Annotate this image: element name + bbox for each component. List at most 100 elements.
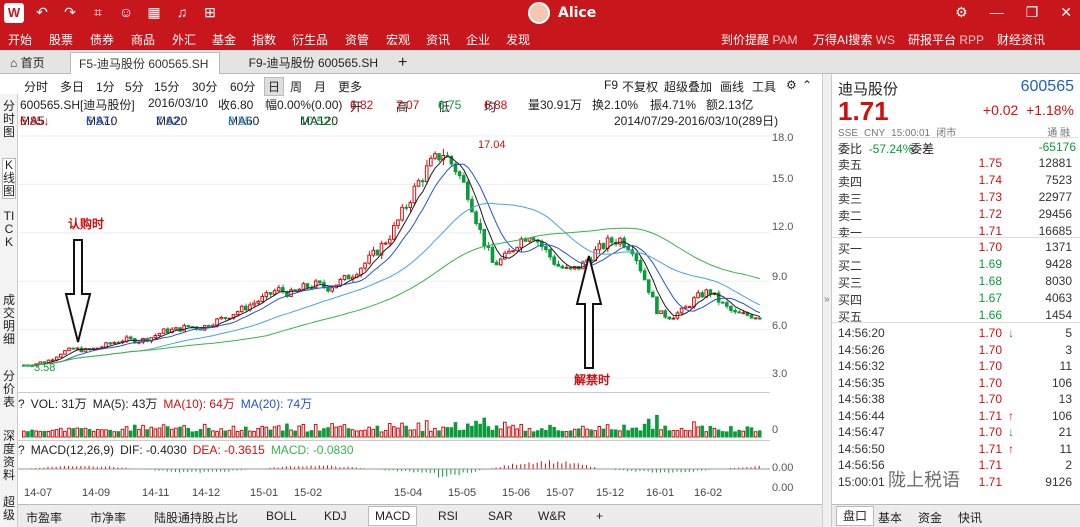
ask-row[interactable]: 卖三 1.73 22977: [838, 190, 1072, 206]
chevron-up-icon[interactable]: ⌃: [802, 78, 813, 92]
chat-icon[interactable]: ☺: [118, 4, 134, 20]
indicator-tab[interactable]: 市净率: [90, 511, 127, 525]
period-option[interactable]: 月: [314, 80, 327, 94]
crop-icon[interactable]: ⌗: [94, 4, 102, 20]
draw-button[interactable]: 画线: [720, 80, 745, 94]
period-more[interactable]: 更多: [338, 80, 363, 94]
period-option[interactable]: 1分: [96, 80, 115, 94]
avatar[interactable]: [528, 2, 550, 24]
ask-row[interactable]: 卖二 1.72 29456: [838, 207, 1072, 223]
user-profile[interactable]: Alice: [528, 0, 596, 26]
menu-item[interactable]: 资管: [345, 33, 370, 47]
menu-item[interactable]: 企业: [466, 33, 491, 47]
settings-icon[interactable]: ⚙: [786, 78, 797, 92]
quote-tab-selected[interactable]: 盘口: [836, 506, 875, 526]
tick-row[interactable]: 14:56:44 1.71 ↑ 106: [838, 408, 1072, 423]
tab-f9-profile[interactable]: F9-迪马股份 600565.SH: [248, 56, 378, 70]
period-option[interactable]: 周: [290, 80, 303, 94]
settings-icon[interactable]: ⚙: [955, 4, 968, 20]
indicator-tab[interactable]: KDJ: [324, 509, 347, 523]
menu-item[interactable]: 衍生品: [292, 33, 329, 47]
indicator-tab[interactable]: SAR: [488, 509, 513, 523]
menu-item-research[interactable]: 研报平台 RPP: [908, 33, 985, 47]
menu-item[interactable]: 发现: [506, 33, 531, 47]
tick-row[interactable]: 14:56:32 1.70 11: [838, 359, 1072, 373]
nav-deep-data[interactable]: 深度资料: [2, 429, 15, 482]
tick-row[interactable]: 15:00:01 1.71 9126: [838, 474, 1072, 489]
bid-row[interactable]: 买三 1.68 8030: [838, 274, 1072, 290]
ask-row[interactable]: 卖一 1.71 16685: [838, 224, 1072, 240]
menu-item[interactable]: 资讯: [426, 33, 451, 47]
restore-icon[interactable]: ❐: [1025, 4, 1039, 20]
tick-row[interactable]: 14:56:56 1.71 2: [838, 458, 1072, 472]
forward-icon[interactable]: ↷: [64, 4, 76, 20]
menu-item[interactable]: 指数: [252, 33, 277, 47]
indicator-tab[interactable]: BOLL: [266, 509, 297, 523]
overlay-button[interactable]: 超级叠加: [664, 80, 713, 94]
menu-item[interactable]: 基金: [212, 33, 237, 47]
nav-super[interactable]: 超级: [2, 495, 15, 522]
tick-row[interactable]: 14:56:47 1.70 ↓ 21: [838, 425, 1072, 439]
nav-intraday[interactable]: 分时图: [2, 99, 15, 139]
back-icon[interactable]: ↶: [36, 4, 48, 20]
menu-item[interactable]: 商品: [131, 33, 156, 47]
nav-kline[interactable]: K线图: [2, 158, 16, 199]
period-option[interactable]: 30分: [192, 80, 218, 94]
nav-price-table[interactable]: 分价表: [2, 369, 15, 409]
menu-item[interactable]: 债券: [90, 33, 115, 47]
tick-row[interactable]: 14:56:35 1.70 106: [838, 375, 1072, 390]
macd-bar: [199, 469, 201, 473]
tick-row[interactable]: 14:56:50 1.71 ↑ 11: [838, 441, 1072, 456]
add-tab-button[interactable]: +: [398, 54, 408, 71]
tools-button[interactable]: 工具: [752, 80, 777, 94]
ask-row[interactable]: 卖五 1.75 12881: [838, 156, 1072, 172]
indicator-tab[interactable]: 陆股通持股占比: [154, 511, 239, 525]
period-option[interactable]: 5分: [125, 80, 144, 94]
help-icon[interactable]: ?: [18, 397, 25, 411]
indicator-tab[interactable]: RSI: [438, 509, 459, 523]
nav-tick[interactable]: TICK: [3, 209, 15, 249]
ask-row[interactable]: 卖四 1.74 7523: [838, 173, 1072, 189]
collapse-icon[interactable]: »: [824, 294, 830, 305]
period-option[interactable]: 分时: [24, 80, 49, 94]
period-option-selected[interactable]: 日: [264, 77, 285, 96]
tick-row[interactable]: 14:56:20 1.70 ↓ 5: [838, 326, 1072, 340]
period-option[interactable]: 60分: [230, 80, 256, 94]
bid-row[interactable]: 买五 1.66 1454: [838, 308, 1072, 324]
close-icon[interactable]: ✕: [1060, 4, 1072, 20]
tick-row[interactable]: 14:56:26 1.70 3: [838, 342, 1072, 357]
help-icon[interactable]: ?: [18, 443, 25, 457]
quote-tab[interactable]: 资金: [918, 511, 943, 525]
period-option[interactable]: 多日: [60, 80, 85, 94]
bell-icon[interactable]: ♫: [176, 4, 188, 20]
f9-button[interactable]: F9: [604, 78, 619, 92]
indicator-tab[interactable]: 市盈率: [26, 511, 63, 525]
menu-item[interactable]: 宏观: [386, 33, 411, 47]
kline-chart[interactable]: 17.04 3.58 认购时 解禁时: [18, 128, 770, 390]
menu-item-news[interactable]: 财经资讯: [997, 33, 1046, 47]
menu-item[interactable]: 外汇: [172, 33, 197, 47]
panel-splitter[interactable]: »: [822, 74, 832, 527]
bid-row[interactable]: 买四 1.67 4063: [838, 291, 1072, 307]
quote-tab[interactable]: 基本: [878, 511, 903, 525]
nav-trades[interactable]: 成交明细: [2, 293, 15, 346]
adjust-button[interactable]: 不复权: [622, 80, 659, 94]
indicator-tab[interactable]: W&R: [538, 509, 566, 523]
minimize-icon[interactable]: —: [989, 4, 1004, 20]
tab-f5-chart[interactable]: F5-迪马股份 600565.SH: [70, 52, 220, 74]
apps-icon[interactable]: ⊞: [204, 4, 216, 20]
menu-item[interactable]: 股票: [49, 33, 74, 47]
tick-row[interactable]: 14:56:38 1.70 13: [838, 392, 1072, 406]
add-indicator-button[interactable]: +: [596, 509, 604, 523]
bid-row[interactable]: 买一 1.70 1371: [838, 240, 1072, 256]
indicator-tab-selected[interactable]: MACD: [368, 506, 418, 526]
quote-tab[interactable]: 快讯: [958, 511, 983, 525]
grid-icon[interactable]: ▦: [147, 4, 161, 20]
menu-item-price-alert[interactable]: 到价提醒 PAM: [721, 33, 798, 47]
tab-home[interactable]: ⌂ 首页: [10, 56, 45, 70]
menu-item-ai-search[interactable]: 万得AI搜索 WS: [813, 33, 896, 47]
menu-item[interactable]: 开始: [8, 33, 33, 47]
period-option[interactable]: 15分: [154, 80, 180, 94]
wind-logo[interactable]: W: [4, 3, 24, 23]
bid-row[interactable]: 买二 1.69 9428: [838, 257, 1072, 273]
